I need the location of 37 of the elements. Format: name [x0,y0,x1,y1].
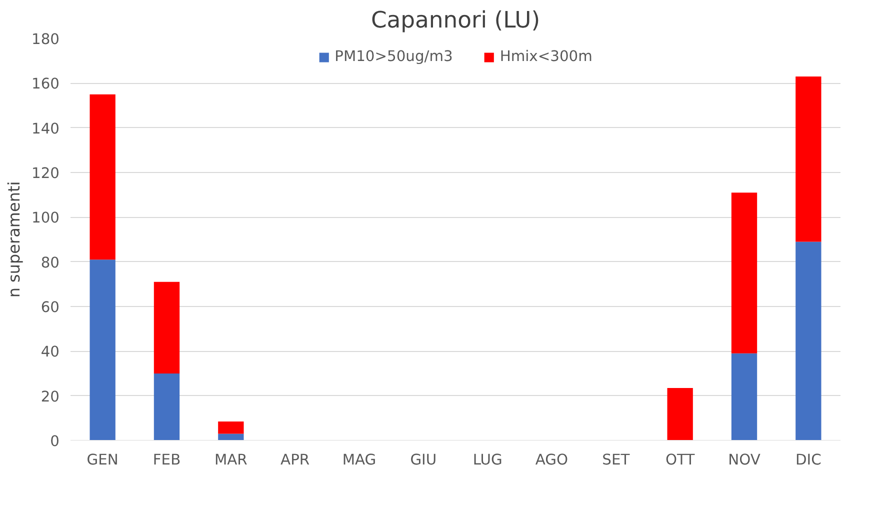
y-tick-label: 40 [40,344,60,361]
bar [154,282,180,374]
bar [796,242,822,440]
legend-label: Hmix<300m [500,48,592,65]
x-tick-label: GEN [86,452,118,468]
y-tick-label: 180 [32,31,60,48]
y-tick-label: 100 [32,210,60,227]
y-tick-label: 60 [40,299,60,316]
y-tick-label: 0 [50,433,60,450]
bar [731,353,758,440]
x-tick-label: MAR [214,452,248,468]
bar [218,422,244,434]
y-tick-label: 160 [32,76,60,93]
legend-label: PM10>50ug/m3 [334,48,453,65]
bar [90,94,116,260]
x-tick-label: FEB [152,452,181,468]
y-tick-label: 140 [32,120,60,138]
x-tick-label: APR [280,452,310,468]
y-tick-label: 120 [32,165,60,182]
x-tick-label: MAG [342,452,376,468]
x-tick-label: GIU [410,452,437,468]
x-tick-label: OTT [665,452,695,468]
y-tick-label: 20 [40,388,60,406]
bar [90,260,116,440]
bar [667,388,693,440]
x-tick-label: LUG [472,452,502,468]
bar [731,192,758,354]
x-tick-label: DIC [795,452,822,468]
bar [796,76,822,242]
y-axis-title: n superamenti [4,181,24,298]
chart-title: Capannori (LU) [370,8,540,34]
x-tick-label: AGO [535,452,568,468]
bar [154,374,180,440]
y-tick-label: 80 [40,254,60,272]
x-tick-label: SET [602,452,630,468]
bar [218,434,244,440]
x-tick-label: NOV [728,452,760,468]
